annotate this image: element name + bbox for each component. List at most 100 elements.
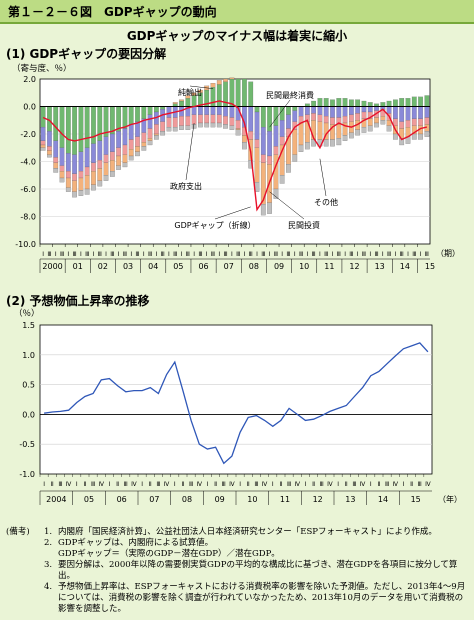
- note-text: 内閣府「国民経済計算」、公益社団法人日本経済研究センター「ESPフォーキャスト」…: [58, 527, 437, 537]
- x-quarter-label: Ⅳ: [66, 481, 72, 488]
- y-tick-label: -6.0: [20, 185, 36, 194]
- bar-segment: [59, 165, 65, 172]
- bar-segment: [286, 106, 291, 115]
- bar-segment: [248, 131, 254, 140]
- y-tick-label: 0.5: [22, 381, 35, 390]
- x-quarter-label: Ⅰ: [420, 251, 422, 258]
- x-quarter-label: Ⅲ: [91, 481, 95, 488]
- bar-segment: [78, 151, 84, 172]
- x-quarter-label: Ⅲ: [274, 251, 278, 258]
- bar-segment: [349, 99, 354, 107]
- x-quarter-label: Ⅲ: [337, 251, 341, 258]
- bar-segment: [128, 155, 134, 161]
- annotation-label: 民間最終消費: [266, 90, 314, 100]
- y-tick-label: -2.0: [20, 130, 36, 139]
- x-quarter-label: Ⅲ: [47, 251, 51, 258]
- x-quarter-label: Ⅰ: [370, 481, 372, 488]
- bar-segment: [273, 106, 279, 126]
- bar-segment: [40, 106, 46, 128]
- y-axis-unit-label: （寄与度、％）: [12, 63, 72, 74]
- x-quarter-label: Ⅰ: [382, 251, 384, 258]
- x-year-label: 14: [378, 495, 388, 504]
- figure-title: 第１－２－６図 GDPギャップの動向: [8, 5, 217, 19]
- bar-segment: [135, 146, 140, 152]
- bar-segment: [65, 171, 71, 179]
- bar-segment: [216, 114, 222, 124]
- bar-segment: [411, 133, 417, 140]
- bar-segment: [367, 102, 373, 107]
- x-quarter-label: Ⅰ: [207, 481, 209, 488]
- bar-segment: [242, 142, 247, 150]
- bar-segment: [216, 80, 222, 85]
- x-year-label: 05: [173, 262, 183, 271]
- x-quarter-label: Ⅱ: [345, 481, 348, 488]
- x-quarter-label: Ⅰ: [344, 251, 346, 258]
- x-quarter-label: Ⅰ: [174, 481, 176, 488]
- section1-title: (1) GDPギャップの要因分解: [6, 47, 167, 61]
- bar-segment: [185, 95, 191, 99]
- x-quarter-label: Ⅲ: [362, 251, 366, 258]
- x-quarter-label: Ⅰ: [256, 251, 258, 258]
- bar-segment: [393, 106, 398, 119]
- bar-segment: [191, 92, 197, 96]
- bar-segment: [210, 87, 216, 107]
- note-text: 要因分解は、2000年以降の需要側実質GDPの平均的な構成比に基づき、潜在GDP…: [58, 560, 458, 581]
- bar-segment: [40, 144, 46, 148]
- main-title: GDPギャップのマイナス幅は着実に縮小: [126, 29, 348, 43]
- bar-segment: [160, 121, 166, 132]
- x-quarter-label: Ⅰ: [231, 251, 233, 258]
- x-quarter-label: Ⅰ: [42, 251, 44, 258]
- bar-segment: [135, 151, 140, 157]
- bar-segment: [59, 147, 65, 166]
- notes-block: (備考) 1. 内閣府「国民経済計算」、公益社団法人日本経済研究センター「ESP…: [6, 527, 468, 615]
- bar-segment: [191, 106, 197, 115]
- bar-segment: [47, 146, 52, 151]
- bar-segment: [260, 154, 266, 163]
- bar-segment: [304, 142, 310, 150]
- bar-segment: [147, 106, 153, 115]
- x-quarter-label: Ⅲ: [85, 251, 89, 258]
- bar-segment: [235, 120, 241, 129]
- x-quarter-label: Ⅲ: [312, 251, 316, 258]
- annotation-label: その他: [314, 197, 338, 207]
- bar-segment: [47, 150, 52, 155]
- x-quarter-label: Ⅰ: [218, 251, 220, 258]
- bar-segment: [147, 140, 153, 146]
- x-quarter-label: Ⅲ: [211, 251, 215, 258]
- x-year-label: 10: [299, 262, 309, 271]
- annotation-leader: [185, 122, 195, 181]
- bar-segment: [330, 99, 335, 107]
- bar-segment: [323, 139, 329, 147]
- annotation-label: 民間投資: [288, 220, 320, 230]
- x-quarter-label: Ⅲ: [299, 251, 303, 258]
- bar-segment: [97, 180, 103, 187]
- x-quarter-label: Ⅲ: [123, 251, 127, 258]
- x-quarter-label: Ⅰ: [43, 481, 45, 488]
- y-tick-label: -10.0: [15, 240, 36, 249]
- bar-segment: [223, 124, 228, 129]
- bar-segment: [254, 139, 260, 148]
- bar-segment: [380, 116, 386, 121]
- x-year-label: 14: [400, 262, 410, 271]
- bar-segment: [317, 121, 323, 140]
- x-quarter-label: Ⅰ: [55, 251, 57, 258]
- x-quarter-label: Ⅰ: [281, 251, 283, 258]
- x-quarter-label: Ⅰ: [306, 251, 308, 258]
- bar-segment: [122, 162, 128, 168]
- bar-segment: [386, 125, 392, 132]
- bar-segment: [198, 122, 203, 128]
- bar-segment: [267, 131, 272, 157]
- y-tick-label: -1.0: [19, 470, 35, 479]
- x-year-label: 2004: [46, 495, 66, 504]
- bar-segment: [53, 140, 59, 158]
- bar-segment: [72, 173, 77, 181]
- note-number: 3.: [44, 560, 53, 570]
- bar-segment: [330, 106, 335, 118]
- bar-segment: [179, 100, 184, 107]
- bar-segment: [91, 171, 96, 185]
- x-quarter-label: Ⅰ: [294, 251, 296, 258]
- x-quarter-label: Ⅲ: [161, 251, 165, 258]
- bar-segment: [405, 98, 411, 107]
- x-quarter-label: Ⅲ: [286, 251, 290, 258]
- bar-segment: [355, 129, 361, 136]
